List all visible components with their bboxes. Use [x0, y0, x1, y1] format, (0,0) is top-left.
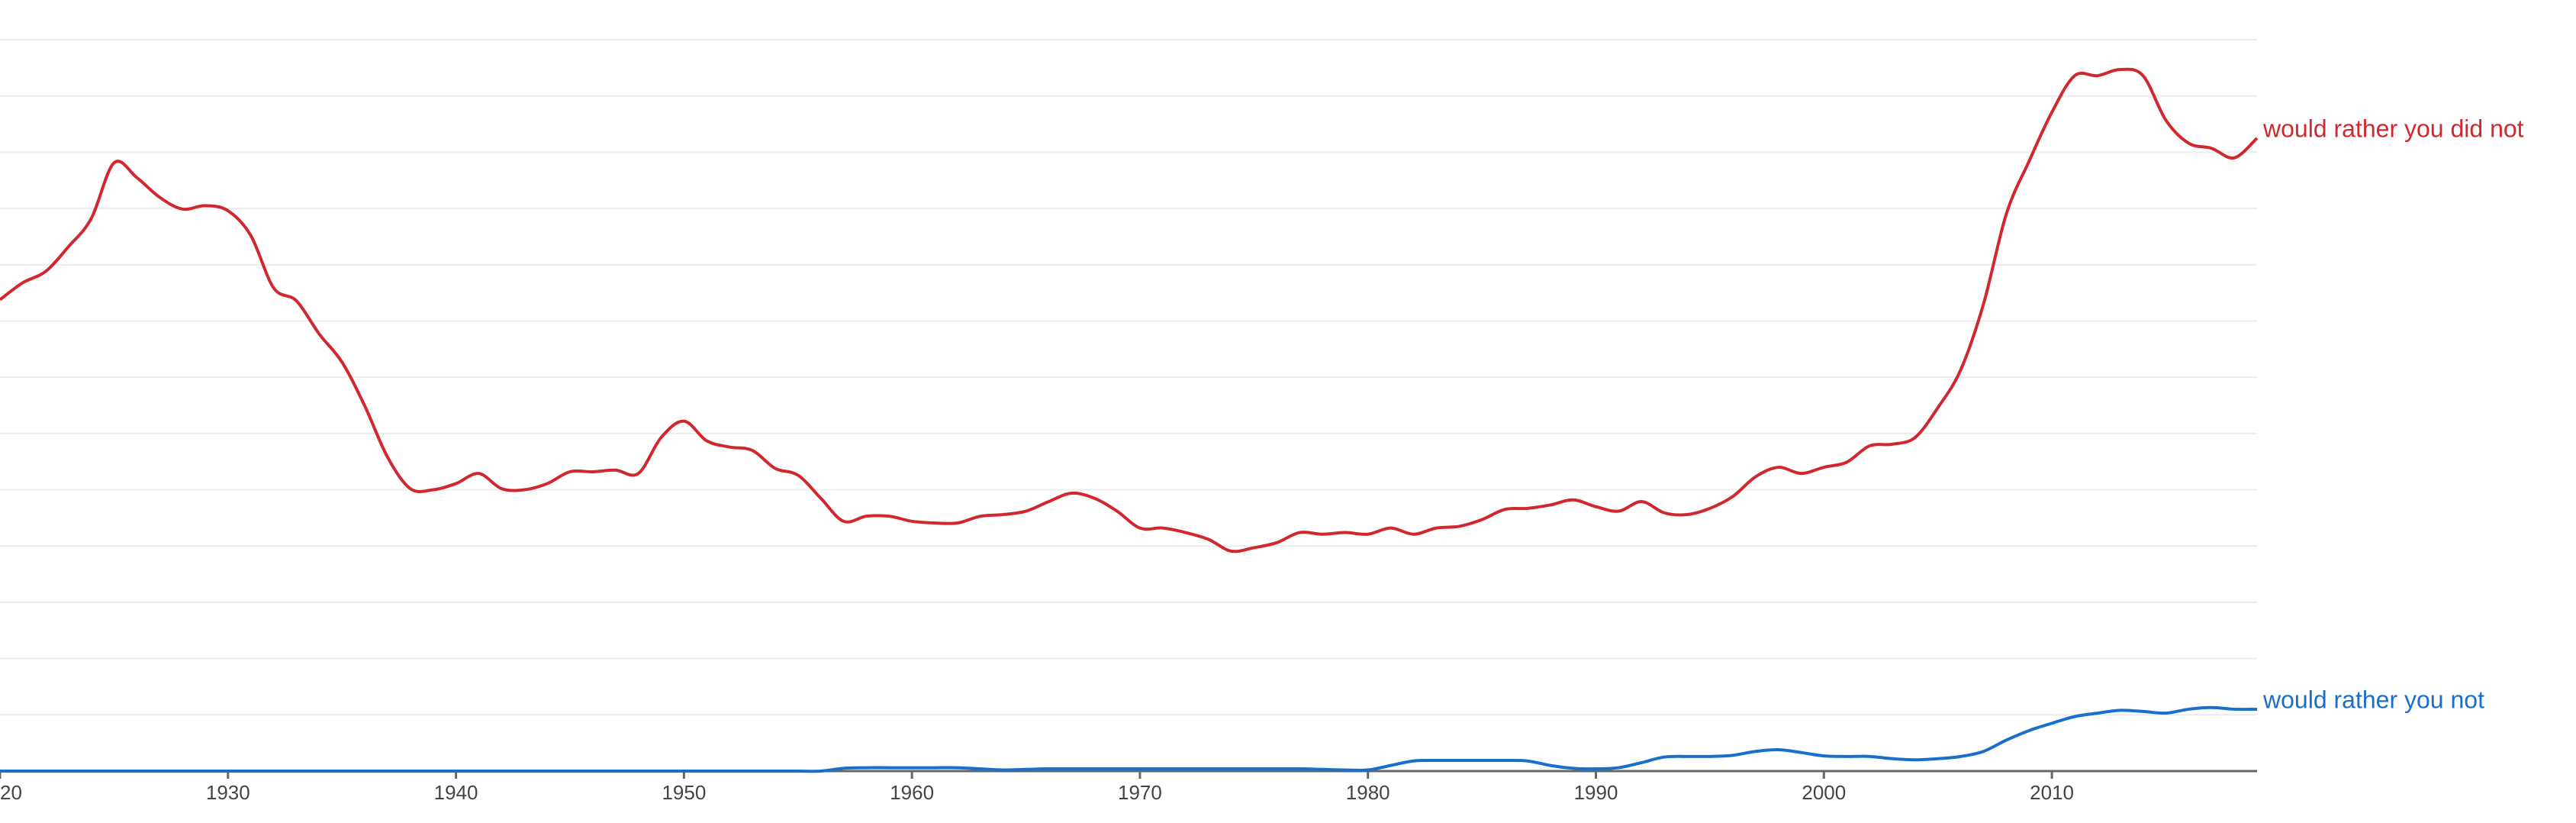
x-tick-label: 1990: [1574, 781, 1618, 804]
x-tick-label: 1930: [206, 781, 250, 804]
x-tick-label: 1950: [662, 781, 706, 804]
line: [0, 67, 2259, 554]
series-label: would rather you not: [2262, 686, 2484, 713]
x-tick-label: 2000: [1802, 781, 1846, 804]
x-tick-label: 2010: [2030, 781, 2074, 804]
series-label: would rather you did not: [2262, 115, 2524, 142]
x-tick-label: 1960: [890, 781, 934, 804]
x-tick-label: 1980: [1346, 781, 1390, 804]
x-tick-label: 1970: [1118, 781, 1162, 804]
x-tick-label: 1920: [0, 781, 22, 804]
x-tick-label: 1940: [434, 781, 478, 804]
line: [0, 705, 2258, 773]
